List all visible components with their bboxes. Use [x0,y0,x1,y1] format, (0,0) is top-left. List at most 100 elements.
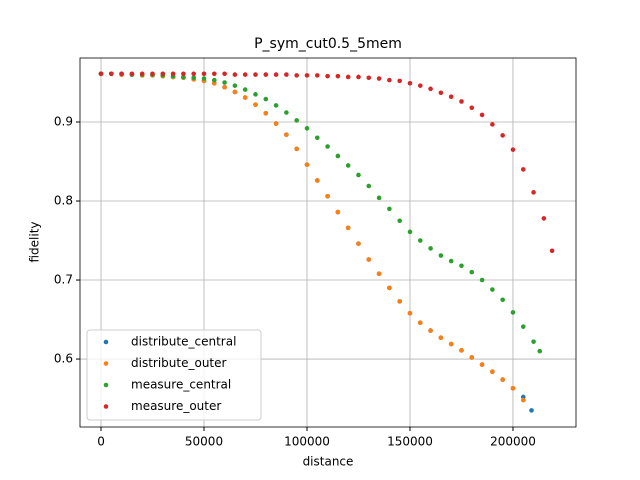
point [273,103,279,108]
point [211,80,217,86]
point [314,73,320,78]
point [242,87,248,92]
point [284,110,289,115]
point [345,225,351,231]
point [366,183,372,189]
point [531,339,536,344]
point [263,72,269,77]
point [304,126,310,131]
point [438,253,444,258]
point [129,71,135,77]
legend-label: distribute_central [131,335,236,349]
y-tick-label: 0.8 [54,194,73,208]
point [459,348,464,353]
point [500,133,505,138]
point [387,285,392,291]
point [448,341,454,347]
point [479,362,485,367]
point [325,193,330,199]
point [520,324,526,329]
point [150,71,155,77]
legend-label: measure_central [131,378,231,392]
point [520,397,526,403]
point [490,122,495,127]
point [417,320,423,326]
point [407,80,413,86]
point [438,90,444,96]
point [448,94,454,100]
point [469,355,475,360]
x-tick-label: 50000 [185,435,223,449]
point [345,74,351,80]
point [417,83,423,88]
point [253,102,258,107]
point [191,75,197,81]
point [529,408,534,413]
point [314,135,320,141]
point [109,71,114,77]
point [191,71,197,77]
legend-box [86,329,262,421]
point [537,348,543,354]
point [356,74,361,80]
point [263,111,269,116]
point [510,385,516,391]
point [407,229,413,235]
point [294,146,299,152]
point [335,73,341,79]
legend-marker [103,382,109,388]
point [263,96,269,102]
point [294,118,299,123]
point [201,76,207,81]
point [314,178,320,183]
point [119,71,124,77]
point [232,72,238,77]
point [438,335,444,341]
point [510,147,516,152]
point [325,144,330,149]
legend-marker [103,361,109,366]
legend-label: measure_outer [131,399,221,413]
point [98,71,104,77]
point [325,73,330,79]
point [211,71,217,77]
y-tick-label: 0.7 [54,273,73,287]
y-tick-label: 0.9 [54,115,73,129]
point [201,71,207,77]
point [160,71,166,77]
point [490,369,495,374]
point [253,92,258,97]
point [541,216,547,221]
point [479,277,485,283]
point [387,77,392,83]
point [469,269,475,275]
point [417,238,423,243]
point [335,209,341,215]
point [304,162,310,167]
plot-frame [79,57,577,428]
point [459,263,464,269]
point [242,95,248,100]
point [428,246,433,251]
point [500,377,505,382]
x-tick-label: 150000 [387,435,433,449]
point [273,72,279,77]
point [335,153,341,159]
point [284,132,289,137]
point [232,89,238,95]
point [490,287,495,292]
point [181,71,186,77]
x-tick-label: 0 [97,435,105,449]
point [376,195,382,201]
point [407,310,413,316]
point [366,75,372,81]
point [232,83,238,88]
point [253,72,258,77]
point [479,112,485,118]
x-axis-label: distance [303,455,354,469]
point [242,72,248,77]
point [376,271,382,277]
point [211,77,217,83]
point [448,258,454,264]
